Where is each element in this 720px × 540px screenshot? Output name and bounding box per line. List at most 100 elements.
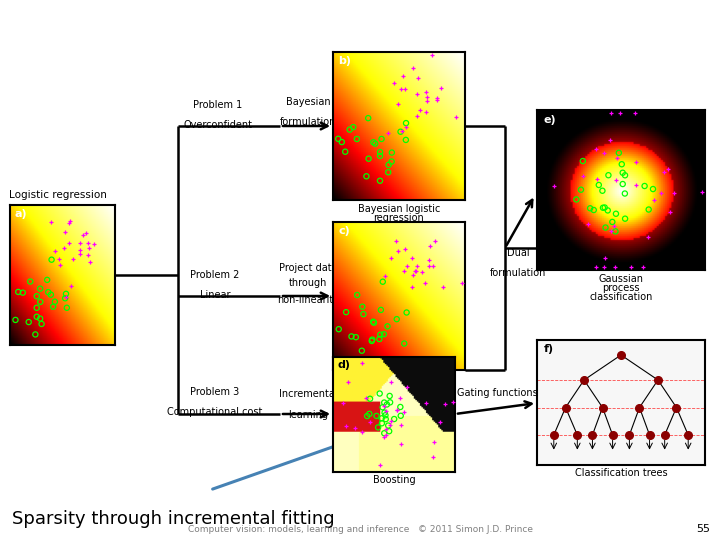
Point [400, 119, 412, 127]
Point [374, 177, 386, 185]
Point [53, 255, 65, 264]
Text: f): f) [544, 344, 554, 354]
Point [398, 267, 410, 275]
Point [603, 171, 614, 179]
Point [369, 139, 381, 148]
Point [339, 147, 351, 156]
Point [605, 227, 616, 235]
Point [604, 136, 616, 145]
Point [610, 262, 621, 271]
Point [336, 138, 348, 146]
Point [549, 181, 560, 190]
Point [395, 440, 407, 448]
Point [575, 185, 587, 194]
Text: 55: 55 [696, 524, 710, 534]
Point [402, 261, 413, 270]
Point [382, 168, 394, 177]
Point [400, 245, 411, 253]
Point [48, 302, 59, 311]
Point [384, 398, 396, 407]
Point [382, 129, 393, 138]
Point [413, 73, 424, 82]
Point [381, 400, 392, 409]
Point [577, 157, 588, 165]
Text: Boosting: Boosting [373, 475, 415, 485]
Point [60, 289, 72, 298]
Point [35, 314, 46, 323]
Point [617, 180, 629, 188]
Point [380, 415, 392, 423]
Point [662, 165, 673, 173]
Point [619, 214, 631, 223]
Point [422, 92, 433, 101]
Text: Gaussian: Gaussian [598, 274, 644, 284]
Point [376, 414, 387, 423]
Point [368, 138, 379, 146]
Point [456, 278, 468, 287]
Point [637, 262, 649, 271]
Point [348, 123, 359, 131]
Point [31, 303, 42, 312]
Point [399, 408, 410, 416]
Text: c): c) [338, 226, 350, 237]
Point [416, 268, 428, 276]
Point [590, 262, 601, 271]
Point [395, 127, 406, 136]
Point [384, 421, 396, 429]
Point [382, 421, 394, 430]
Point [361, 172, 372, 180]
Point [606, 218, 618, 226]
Point [439, 400, 451, 408]
Point [63, 239, 75, 247]
Point [400, 136, 412, 144]
Text: Classification trees: Classification trees [575, 468, 667, 478]
Text: e): e) [544, 115, 557, 125]
Point [407, 271, 418, 279]
Point [344, 125, 356, 134]
Point [398, 339, 410, 348]
Point [392, 99, 403, 108]
Point [600, 223, 611, 232]
Point [374, 461, 386, 470]
Point [392, 247, 404, 255]
Point [665, 207, 676, 216]
Point [362, 114, 374, 123]
Point [582, 219, 594, 228]
Point [42, 288, 54, 296]
Point [402, 383, 413, 391]
Point [64, 217, 76, 226]
Point [378, 402, 390, 411]
Point [366, 336, 377, 345]
Point [350, 423, 361, 432]
Point [383, 160, 395, 169]
Point [381, 407, 392, 415]
Point [630, 180, 642, 189]
Point [337, 399, 348, 408]
Point [599, 203, 611, 212]
Point [367, 318, 379, 326]
Point [696, 188, 707, 197]
Point [46, 255, 58, 264]
Point [359, 358, 370, 367]
Point [613, 148, 624, 157]
Point [420, 108, 431, 117]
Point [84, 257, 95, 266]
Point [390, 237, 401, 245]
Point [333, 134, 344, 143]
Point [668, 188, 680, 197]
Point [602, 206, 613, 215]
Point [364, 417, 376, 426]
Point [410, 267, 422, 276]
Point [386, 157, 397, 166]
Point [379, 408, 390, 417]
Point [376, 419, 387, 428]
Text: Bayesian logistic: Bayesian logistic [358, 204, 440, 214]
Text: b): b) [338, 57, 351, 66]
Point [599, 253, 611, 262]
Point [366, 335, 378, 344]
Point [384, 427, 395, 436]
Point [84, 244, 95, 253]
Point [401, 308, 413, 317]
Point [333, 325, 344, 334]
Point [364, 394, 376, 403]
